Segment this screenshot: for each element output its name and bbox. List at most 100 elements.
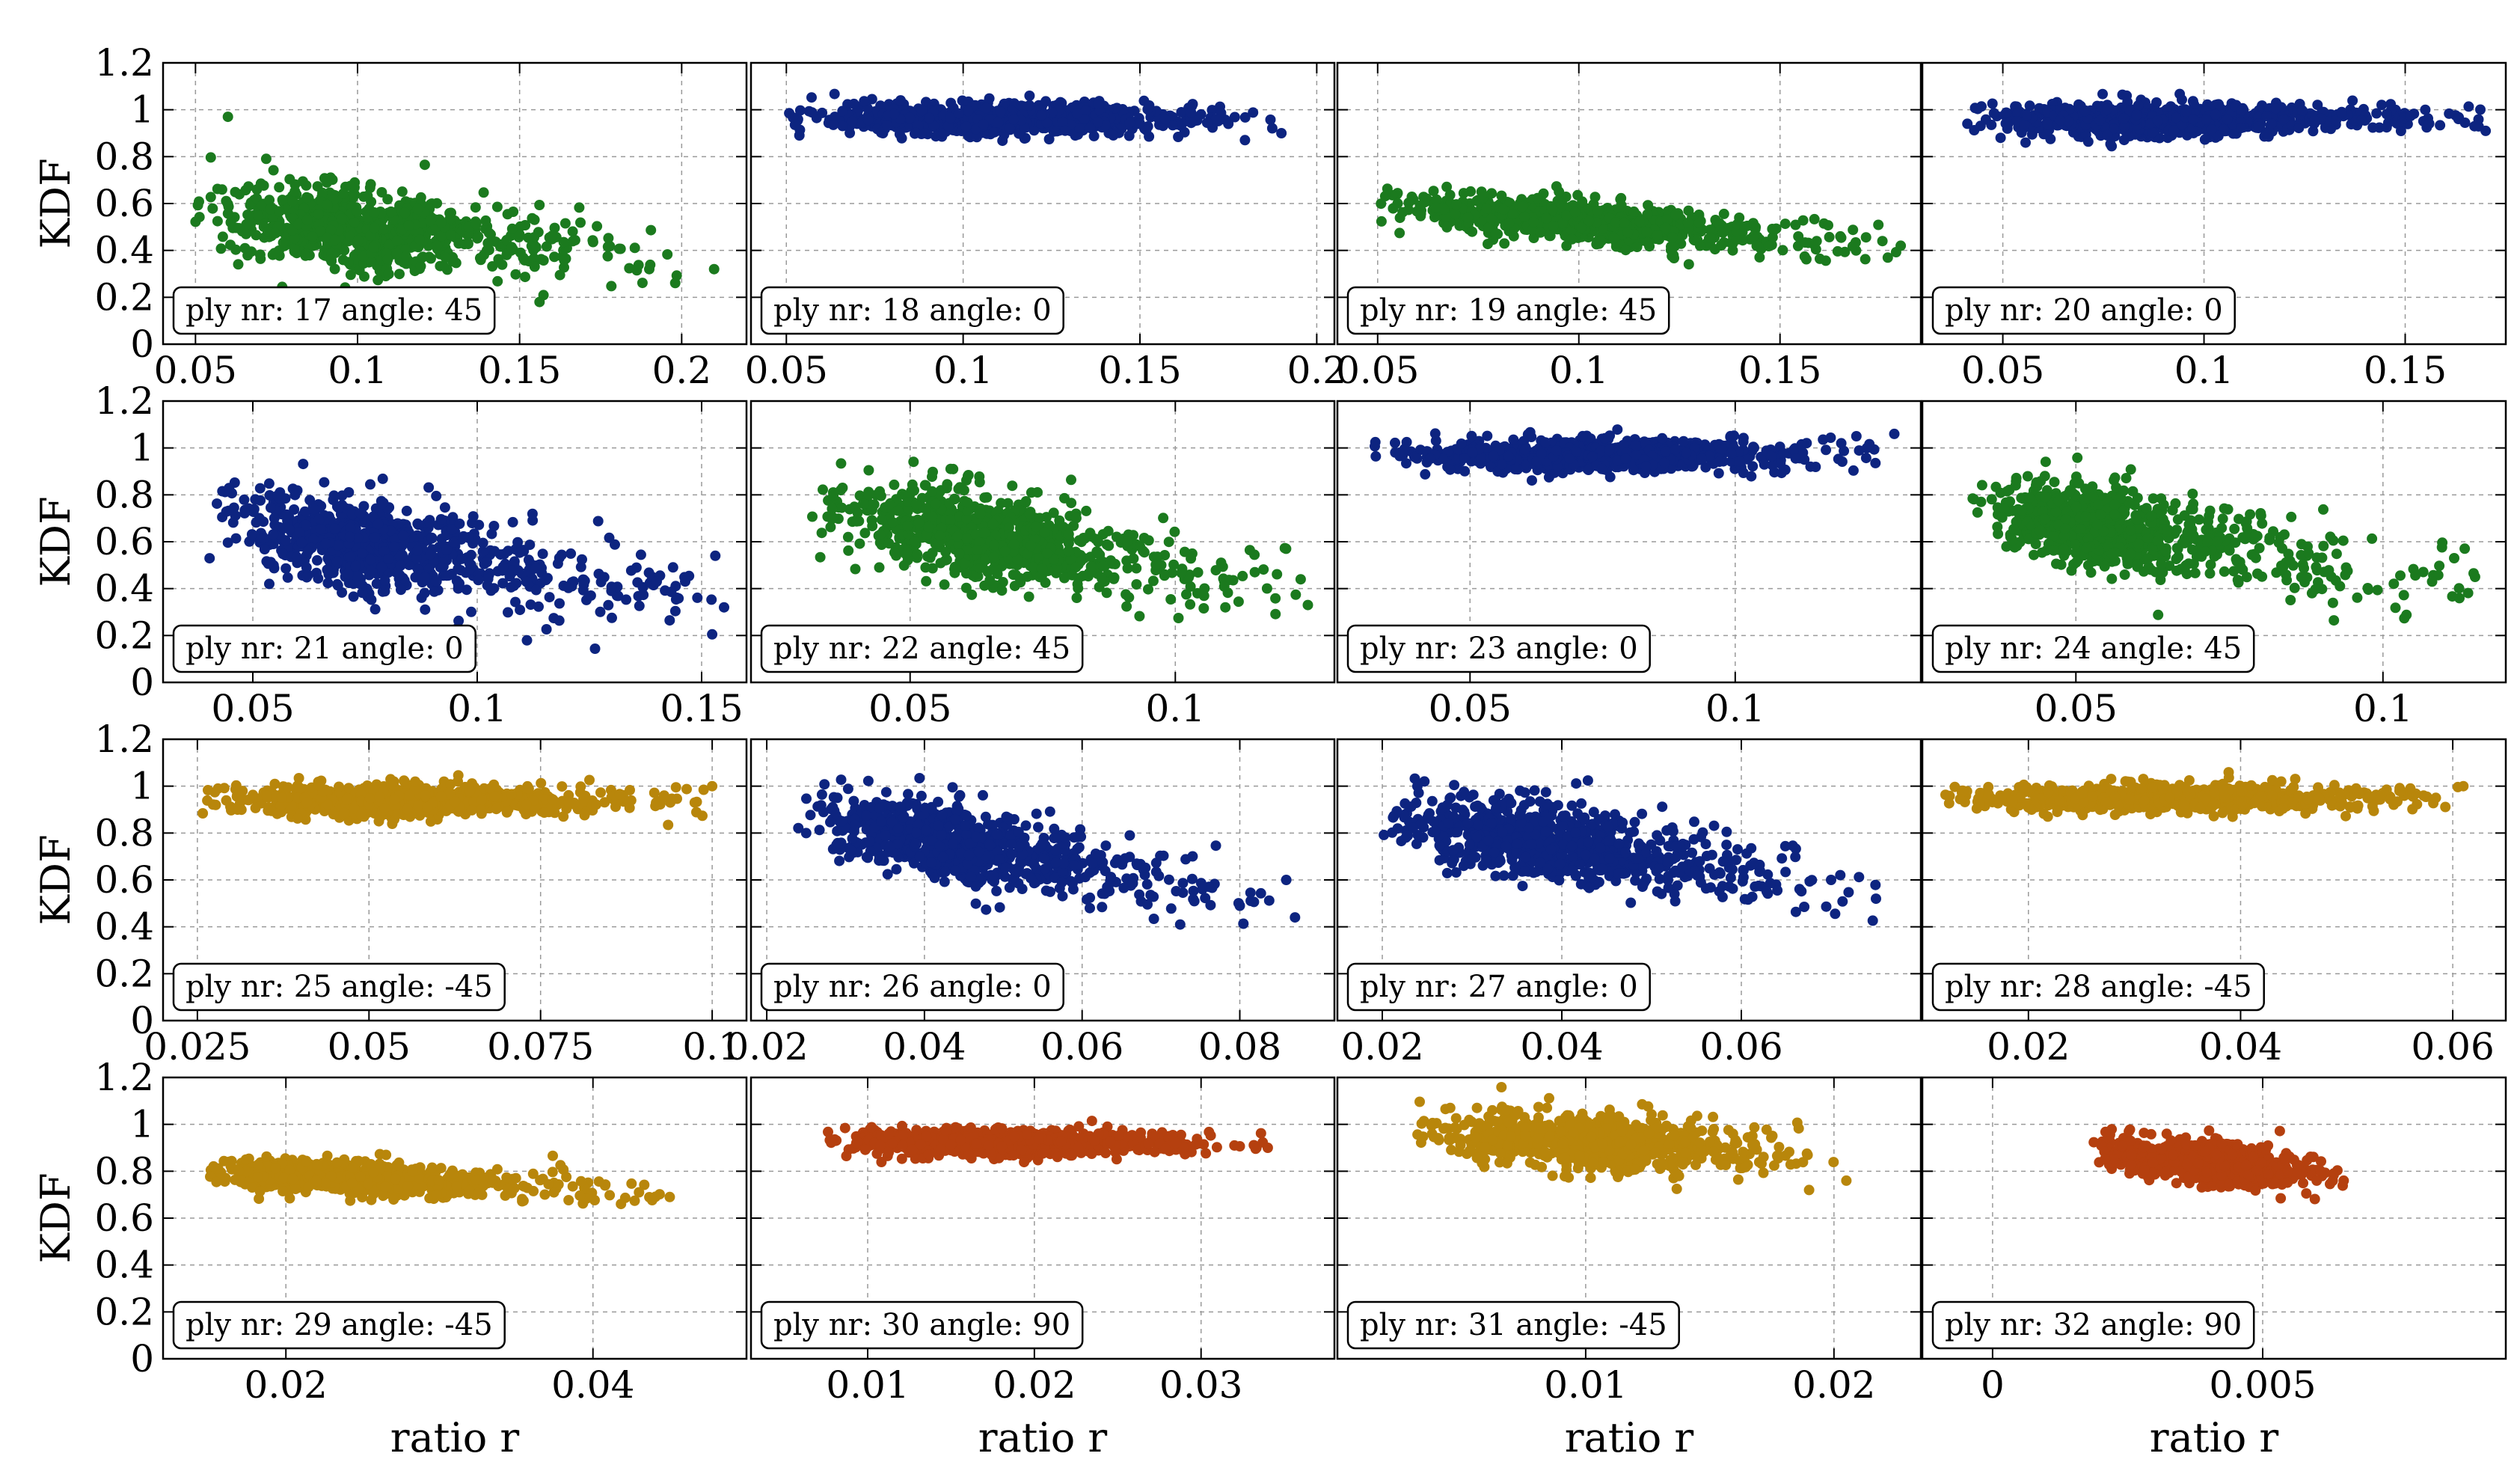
scatter-point <box>370 532 380 543</box>
scatter-point <box>1682 217 1693 228</box>
scatter-point <box>603 233 614 244</box>
scatter-point <box>1532 192 1543 204</box>
scatter-point <box>414 234 425 245</box>
scatter-point <box>512 536 524 548</box>
scatter-point <box>383 554 393 564</box>
scatter-point <box>377 473 388 484</box>
scatter-point <box>1535 227 1546 238</box>
scatter-point <box>320 538 331 549</box>
scatter-point <box>403 220 414 231</box>
scatter-point <box>2131 109 2142 120</box>
scatter-point <box>352 207 363 217</box>
scatter-point <box>615 243 626 254</box>
scatter-point <box>319 477 330 488</box>
scatter-point <box>443 570 454 581</box>
scatter-point <box>589 643 601 654</box>
scatter-point <box>603 599 614 611</box>
scatter-point <box>488 521 500 531</box>
scatter-point <box>383 269 394 280</box>
scatter-point <box>916 105 928 116</box>
scatter-point <box>212 215 223 227</box>
scatter-point <box>205 192 216 203</box>
scatter-point <box>945 463 956 474</box>
scatter-point <box>503 545 514 557</box>
scatter-point <box>927 548 938 558</box>
scatter-point <box>708 263 720 275</box>
scatter-point <box>1739 221 1750 232</box>
scatter-point <box>264 195 275 206</box>
scatter-point <box>974 477 985 488</box>
scatter-point <box>266 502 276 513</box>
scatter-point <box>221 506 232 517</box>
scatter-point <box>1467 226 1478 237</box>
scatter-point <box>1799 251 1810 262</box>
scatter-point <box>2253 121 2264 132</box>
scatter-point <box>881 120 892 131</box>
scatter-point <box>1987 98 1998 109</box>
scatter-point <box>1394 227 1405 239</box>
scatter-point <box>2469 120 2480 132</box>
scatter-point <box>664 615 675 626</box>
scatter-point <box>1248 107 1259 118</box>
scatter-point <box>1589 192 1601 203</box>
scatter-point <box>634 600 645 611</box>
scatter-point <box>1754 251 1765 263</box>
scatter-point <box>194 212 205 223</box>
y-tick-label: 0.2 <box>94 275 154 319</box>
scatter-point <box>243 181 254 192</box>
scatter-point <box>313 209 324 220</box>
scatter-point <box>1499 238 1510 249</box>
scatter-point <box>1496 190 1507 201</box>
scatter-point <box>264 578 275 590</box>
scatter-point <box>1835 230 1846 242</box>
scatter-point <box>1631 242 1643 252</box>
scatter-point <box>1123 130 1135 141</box>
scatter-point <box>1693 217 1705 228</box>
scatter-point <box>282 572 293 583</box>
scatter-point <box>1024 91 1035 101</box>
scatter-point <box>2435 120 2446 131</box>
scatter-point <box>1972 103 1983 114</box>
scatter-point <box>1007 480 1018 492</box>
scatter-point <box>424 215 435 227</box>
scatter-point <box>348 591 359 602</box>
scatter-point <box>217 231 228 242</box>
annotation-text: ply nr: 18 angle: 0 <box>773 293 1052 328</box>
scatter-point <box>336 213 347 224</box>
scatter-point <box>1198 603 1210 614</box>
scatter-point <box>1165 594 1177 605</box>
annotation: ply nr: 18 angle: 0 <box>760 286 1064 335</box>
scatter-point <box>1431 202 1441 213</box>
scatter-point <box>1877 236 1888 247</box>
scatter-point <box>192 200 203 211</box>
scatter-point <box>391 248 402 259</box>
scatter-point <box>1634 216 1646 227</box>
scatter-point <box>373 519 384 530</box>
scatter-point <box>369 207 380 218</box>
scatter-point <box>287 195 298 207</box>
scatter-point <box>806 92 817 103</box>
scatter-point <box>514 547 525 558</box>
scatter-point <box>2082 136 2094 147</box>
scatter-point <box>2201 114 2212 125</box>
annotation: ply nr: 17 angle: 45 <box>172 286 496 335</box>
scatter-point <box>610 539 620 550</box>
scatter-point <box>534 200 545 210</box>
scatter-point <box>1548 204 1558 215</box>
scatter-point <box>602 241 613 252</box>
scatter-point <box>2042 119 2053 129</box>
scatter-point <box>251 193 263 204</box>
scatter-point <box>921 575 932 587</box>
y-tick-label: 1.2 <box>94 41 154 85</box>
scatter-point <box>567 226 578 237</box>
scatter-point <box>1850 237 1861 248</box>
scatter-point <box>1528 216 1539 227</box>
scatter-point <box>204 553 215 564</box>
scatter-point <box>1382 183 1393 195</box>
scatter-point <box>534 296 545 308</box>
scatter-point <box>2309 114 2320 126</box>
scatter-point <box>313 573 324 584</box>
scatter-point <box>382 194 393 205</box>
